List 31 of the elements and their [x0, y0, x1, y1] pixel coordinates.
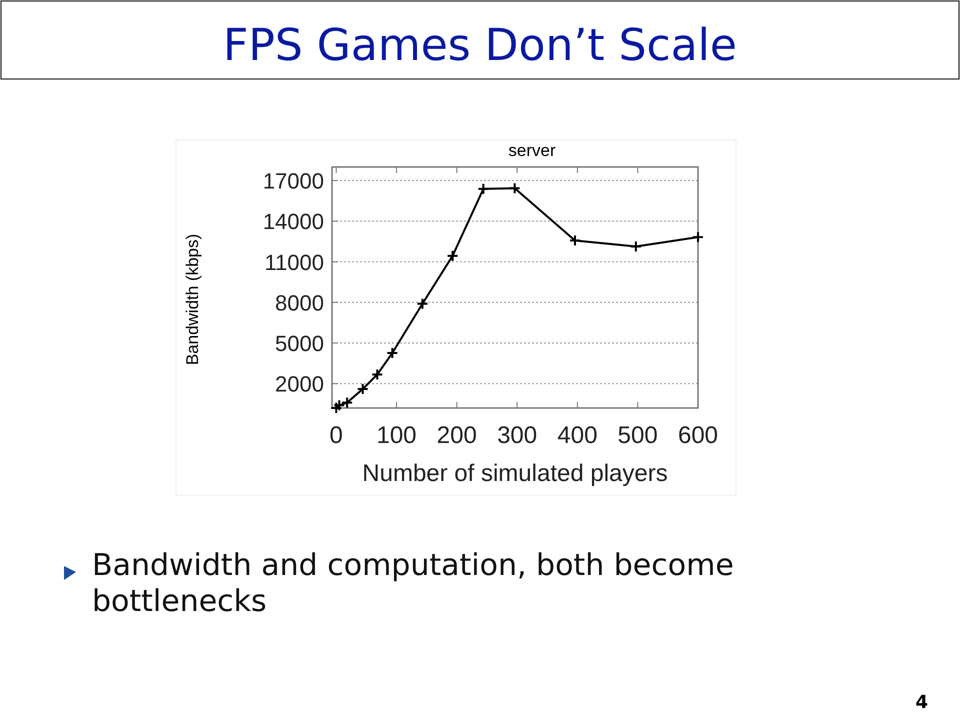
point	[568, 234, 581, 247]
x-tick-label: 0	[330, 422, 343, 449]
point	[416, 298, 428, 310]
y-tick-label: 2000	[275, 372, 324, 397]
point	[371, 368, 384, 381]
point	[508, 182, 521, 194]
point	[477, 182, 490, 195]
y-tick-label: 8000	[275, 290, 324, 316]
y-axis-title: Bandwidth (kbps)	[183, 234, 202, 366]
text: FPS Games Don’t Scale	[223, 20, 737, 71]
x-tick-label: 400	[557, 422, 598, 449]
point	[330, 402, 342, 414]
y-tick-label: 5000	[275, 331, 324, 356]
x-tick-label: 200	[436, 422, 477, 449]
text: Bandwidth and computation, both become bottlenecks	[92, 548, 735, 620]
x-tick-label: 600	[678, 422, 718, 449]
point	[356, 383, 369, 396]
y-tick-label: 17000	[262, 168, 324, 194]
x-tick-label: 100	[376, 422, 417, 449]
point	[386, 347, 398, 360]
y-tick-label: 11000	[264, 250, 324, 275]
chart-title: server	[508, 141, 556, 160]
x-tick-label: 300	[497, 422, 538, 449]
point	[446, 250, 459, 262]
point	[692, 231, 704, 244]
x-axis-title: Number of simulated players	[362, 460, 668, 487]
y-tick-label: 14000	[262, 209, 324, 234]
text: 4	[915, 692, 928, 713]
point	[630, 240, 642, 252]
x-tick-label: 500	[618, 422, 658, 449]
point	[341, 396, 354, 409]
